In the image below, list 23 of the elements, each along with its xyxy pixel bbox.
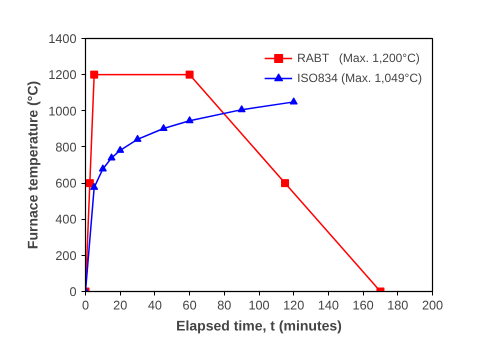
x-tick-label: 20 [113, 298, 128, 312]
legend-label: RABT (Max. 1,200°C) [297, 51, 420, 65]
y-tick-label: 1400 [48, 32, 76, 46]
y-tick-label: 200 [55, 248, 77, 263]
y-tick-label: 600 [55, 176, 77, 191]
y-axis-title: Furnace temperature (°C) [24, 80, 40, 250]
y-tick-label: 400 [55, 212, 77, 227]
x-tick-label: 40 [148, 298, 162, 312]
x-tick-label: 200 [422, 298, 444, 312]
x-tick-label: 140 [318, 298, 339, 312]
x-tick-label: 60 [182, 298, 197, 312]
y-tick-label: 1000 [48, 104, 76, 118]
y-tick-label: 0 [69, 285, 77, 299]
x-tick-label: 0 [82, 298, 90, 312]
y-tick-label: 1200 [48, 68, 76, 82]
x-tick-label: 100 [248, 298, 270, 312]
x-tick-label: 180 [387, 298, 408, 312]
legend-label: ISO834 (Max. 1,049°C) [297, 71, 422, 85]
y-tick-label: 800 [55, 140, 77, 154]
x-tick-label: 120 [283, 298, 304, 312]
x-axis-title: Elapsed time, t (minutes) [176, 318, 342, 334]
x-tick-label: 80 [217, 298, 232, 312]
x-tick-label: 160 [352, 298, 374, 312]
